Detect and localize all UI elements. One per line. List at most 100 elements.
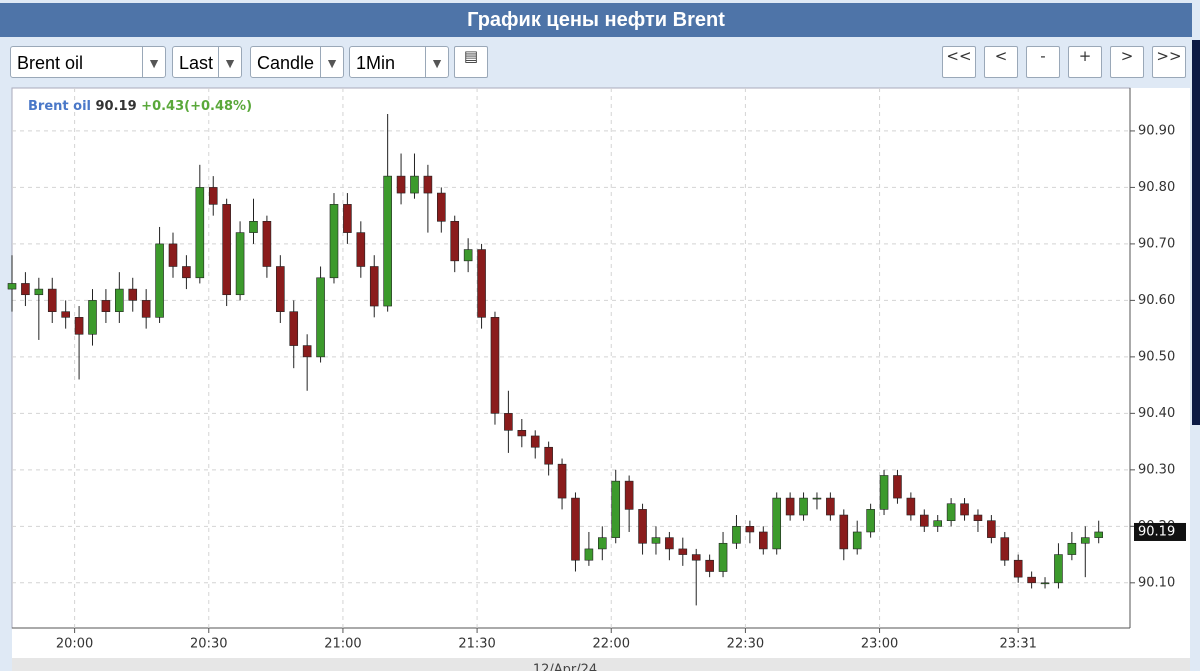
dropdown-value: Candle: [257, 53, 315, 73]
x-tick-label: 23:31: [999, 637, 1036, 652]
nav-button[interactable]: <: [984, 46, 1018, 78]
candle-body: [1054, 554, 1063, 584]
candle-body: [866, 509, 875, 533]
table-button[interactable]: ▤: [454, 46, 488, 78]
candle-body: [128, 288, 138, 301]
candle-body: [195, 187, 205, 279]
candle-body: [1094, 531, 1103, 538]
candle-body: [437, 192, 446, 222]
dropdown[interactable]: Candle ▼: [250, 46, 344, 78]
candle-body: [960, 503, 969, 516]
date-strip: [12, 658, 1190, 671]
candle-body: [101, 300, 111, 312]
candle-body: [47, 288, 57, 312]
plot-area: [11, 87, 1131, 629]
candle-body: [1027, 576, 1036, 584]
candle-body: [665, 537, 674, 550]
candle-body: [369, 266, 379, 307]
legend-last: 90.19: [96, 99, 137, 114]
candle-body: [906, 497, 916, 516]
last-price-tag: [1134, 522, 1186, 541]
candle-body: [208, 187, 218, 205]
candle-body: [504, 413, 513, 431]
candle-body: [329, 204, 339, 279]
candle-body: [115, 288, 124, 312]
candle-body: [879, 475, 889, 510]
nav-button[interactable]: >: [1110, 46, 1144, 78]
candle-body: [557, 463, 567, 499]
candle-body: [799, 497, 808, 516]
y-tick-label: 90.40: [1138, 406, 1175, 421]
x-tick-label: 22:00: [593, 637, 630, 652]
page-title: График цены нефти Brent: [0, 3, 1192, 37]
candle-body: [530, 435, 540, 448]
dropdown-value: Last: [179, 53, 214, 73]
candle-body: [1080, 537, 1090, 544]
candle-body: [235, 232, 245, 296]
y-tick-label: 90.90: [1138, 123, 1175, 138]
candle-body: [611, 480, 621, 538]
candle-body: [785, 497, 795, 516]
edge-strip: [1192, 40, 1200, 425]
y-tick-label: 90.30: [1138, 462, 1175, 477]
dropdown-value: Brent oil: [17, 53, 84, 73]
y-tick-label: 90.80: [1138, 180, 1175, 195]
candle-body: [933, 520, 943, 527]
dropdown-arrow: ▼: [425, 47, 448, 77]
candle-body: [1000, 537, 1010, 561]
nav-button[interactable]: +: [1068, 46, 1102, 78]
candle-body: [598, 537, 607, 550]
y-tick-label: 90.60: [1138, 293, 1175, 308]
candle-body: [34, 288, 44, 296]
candle-body: [182, 266, 191, 279]
x-axis-date: 12/Apr/24: [533, 663, 597, 671]
candle-body: [772, 497, 782, 550]
dropdown[interactable]: Brent oil ▼: [10, 46, 166, 78]
dropdown-value: 1Min: [356, 53, 396, 73]
candle-body: [356, 232, 366, 267]
x-tick-label: 20:00: [56, 637, 93, 652]
legend: Brent oil 90.19 +0.43(+0.48%): [28, 99, 252, 114]
candle-body: [946, 503, 956, 521]
nav-button[interactable]: -: [1026, 46, 1060, 78]
candle-body: [276, 266, 285, 312]
candle-body: [477, 249, 486, 318]
dropdown-arrow: ▼: [142, 47, 165, 77]
candle-body: [1067, 542, 1077, 555]
candle-body: [463, 249, 473, 262]
dropdown[interactable]: Last ▼: [172, 46, 242, 78]
candle-body: [1013, 559, 1023, 578]
candle-body: [758, 531, 768, 550]
nav-button[interactable]: <<: [942, 46, 976, 78]
nav-button[interactable]: >>: [1152, 46, 1186, 78]
candle-body: [826, 497, 835, 516]
candle-body: [262, 221, 272, 267]
dropdown-arrow: ▼: [320, 47, 343, 77]
y-tick-label: 90.70: [1138, 236, 1175, 251]
candle-body: [678, 548, 688, 555]
candle-body: [1040, 582, 1050, 585]
candle-body: [638, 509, 647, 544]
legend-change: +0.43(+0.48%): [141, 99, 252, 114]
candle-body: [651, 537, 661, 544]
candle-body: [61, 311, 70, 318]
candle-body: [718, 542, 728, 572]
candle-body: [74, 317, 84, 335]
candle-body: [584, 548, 594, 561]
candle-body: [987, 520, 996, 538]
candle-body: [302, 345, 312, 358]
candle-body: [544, 446, 553, 465]
y-tick-label: 90.10: [1138, 575, 1175, 590]
y-tick-label: 90.50: [1138, 349, 1175, 364]
candle-body: [289, 311, 299, 346]
candle-body: [839, 514, 849, 550]
candle-body: [155, 243, 164, 318]
dropdown[interactable]: 1Min ▼: [349, 46, 449, 78]
candle-body: [571, 497, 580, 561]
candle-body: [732, 526, 741, 544]
x-tick-label: 20:30: [190, 637, 227, 652]
candle-body: [410, 175, 419, 194]
x-tick-label: 21:30: [458, 637, 495, 652]
candle-body: [168, 243, 178, 267]
